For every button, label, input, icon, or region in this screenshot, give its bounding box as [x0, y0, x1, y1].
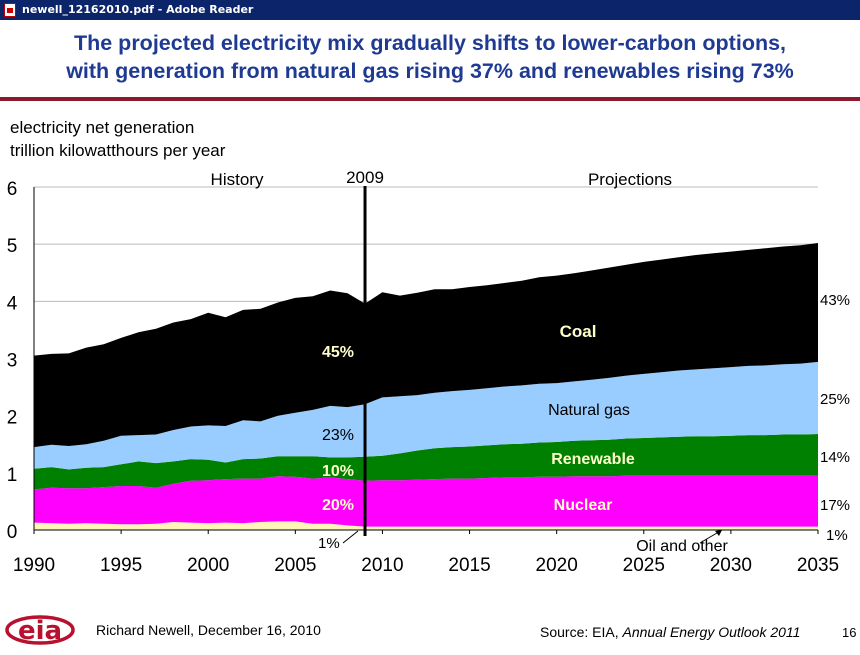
pct-2035-coal: 43%	[820, 292, 850, 309]
headline-line-1: The projected electricity mix gradually …	[73, 31, 787, 55]
headline-line-2: with generation from natural gas rising …	[66, 59, 794, 83]
series-label-nuclear: Nuclear	[554, 497, 613, 514]
y-axis-label-line-2: trillion kilowatthours per year	[10, 141, 226, 160]
x-tick-label-2010: 2010	[361, 555, 403, 576]
pct-2009-renewable: 10%	[322, 463, 354, 480]
area-renewable	[34, 434, 818, 490]
source-line: Source: EIA, Annual Energy Outlook 2011	[540, 624, 800, 640]
pct-2035-oil-other: 1%	[826, 527, 848, 544]
y-tick-label-5: 5	[7, 236, 18, 257]
pct-2009-oil-other: 1%	[318, 535, 340, 552]
oil-label-arrowhead	[715, 530, 722, 536]
divider-label: 2009	[346, 168, 384, 187]
area-oil-and-other	[34, 521, 818, 530]
pct-2009-nuclear: 20%	[322, 497, 354, 514]
series-label-renewable: Renewable	[551, 451, 635, 468]
history-label: History	[211, 170, 264, 189]
x-tick-label-2005: 2005	[274, 555, 316, 576]
x-tick-label-2025: 2025	[623, 555, 665, 576]
source-title: Annual Energy Outlook 2011	[622, 624, 801, 640]
oil-other-label: Oil and other	[636, 538, 728, 555]
oil-pct-leader-line	[342, 530, 359, 544]
pdf-file-icon	[4, 3, 16, 17]
area-coal	[34, 243, 818, 448]
y-tick-label-4: 4	[7, 293, 18, 314]
axes: 0 1 2 3 4 5 6 1990 1995 2000 2005 2010 2015 2020 2025 2…	[7, 179, 839, 576]
x-tick-label-2000: 2000	[187, 555, 229, 576]
y-tick-label-2: 2	[7, 408, 18, 429]
projections-label: Projections	[588, 170, 672, 189]
eia-logo-text: eia	[18, 616, 62, 646]
y-axis-label: electricity net generation trillion kilo…	[10, 116, 225, 162]
x-tick-label-2035: 2035	[797, 555, 839, 576]
series-label-coal: Coal	[560, 322, 597, 341]
eia-logo: eia	[5, 615, 75, 646]
pct-2035-nuclear: 17%	[820, 497, 850, 514]
window-title: newell_12162010.pdf - Adobe Reader	[22, 3, 254, 16]
author-line: Richard Newell, December 16, 2010	[96, 622, 321, 638]
series-label-natural-gas: Natural gas	[548, 402, 630, 419]
area-natural-gas	[34, 361, 818, 470]
x-tick-label-2020: 2020	[536, 555, 578, 576]
stacked-areas	[34, 243, 818, 530]
pct-2035-natural-gas: 25%	[820, 391, 850, 408]
y-tick-label-6: 6	[7, 179, 18, 200]
title-divider	[0, 97, 860, 101]
chart-labels: 2009 History Projections Coal Natural gas Ren…	[211, 168, 850, 555]
y-tick-label-1: 1	[7, 465, 18, 486]
x-tick-label-2030: 2030	[710, 555, 752, 576]
pct-2009-natural-gas: 23%	[322, 427, 354, 444]
y-tick-label-3: 3	[7, 351, 18, 372]
window-titlebar: newell_12162010.pdf - Adobe Reader	[0, 0, 860, 20]
pct-2009-coal: 45%	[322, 344, 354, 361]
y-axis-label-line-1: electricity net generation	[10, 118, 195, 137]
x-tick-label-1995: 1995	[100, 555, 142, 576]
source-prefix: Source: EIA,	[540, 624, 623, 640]
eia-logo-swoosh	[5, 615, 75, 645]
slide-headline: The projected electricity mix gradually …	[0, 29, 860, 85]
y-tick-label-0: 0	[7, 522, 18, 543]
x-tick-label-2015: 2015	[448, 555, 490, 576]
x-tick-label-1990: 1990	[13, 555, 55, 576]
pct-2035-renewable: 14%	[820, 449, 850, 466]
area-nuclear	[34, 475, 818, 527]
page-number: 16	[842, 625, 857, 640]
